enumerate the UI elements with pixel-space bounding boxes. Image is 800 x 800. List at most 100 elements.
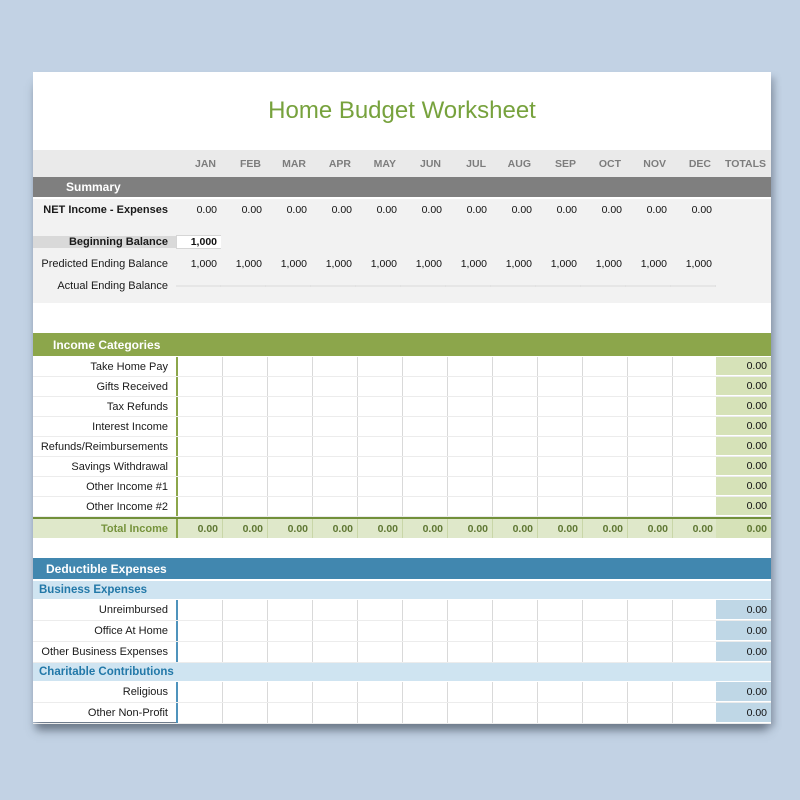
- income-month-cell[interactable]: [583, 397, 628, 416]
- income-total-cell[interactable]: 0.00: [716, 417, 771, 436]
- expense-month-cell[interactable]: [403, 600, 448, 620]
- actual-balance-cell[interactable]: [671, 285, 716, 287]
- net-income-cell[interactable]: 0.00: [556, 204, 577, 216]
- expense-month-cell[interactable]: [493, 682, 538, 702]
- income-month-cell[interactable]: [538, 437, 583, 456]
- actual-balance-cell[interactable]: [536, 285, 581, 287]
- expense-month-cell[interactable]: [673, 642, 718, 662]
- expense-month-cell[interactable]: [583, 621, 628, 641]
- expense-month-cell[interactable]: [448, 682, 493, 702]
- income-month-cell[interactable]: [493, 457, 538, 476]
- predicted-balance-cell[interactable]: 1,000: [370, 258, 397, 270]
- income-month-cell[interactable]: [628, 497, 673, 516]
- expense-month-cell[interactable]: [448, 703, 493, 723]
- expense-month-cell[interactable]: [448, 621, 493, 641]
- expense-month-cell[interactable]: [493, 703, 538, 723]
- income-month-cell[interactable]: [448, 397, 493, 416]
- expense-month-cell[interactable]: [358, 703, 403, 723]
- expense-month-cell[interactable]: [403, 642, 448, 662]
- income-month-cell[interactable]: [178, 437, 223, 456]
- income-month-cell[interactable]: [403, 477, 448, 496]
- expense-month-cell[interactable]: [358, 682, 403, 702]
- income-month-cell[interactable]: [538, 457, 583, 476]
- income-month-cell[interactable]: [628, 377, 673, 396]
- expense-month-cell[interactable]: [223, 621, 268, 641]
- actual-balance-cell[interactable]: [311, 285, 356, 287]
- expense-month-cell[interactable]: [223, 642, 268, 662]
- income-total-cell[interactable]: 0.00: [716, 477, 771, 496]
- income-month-cell[interactable]: [628, 437, 673, 456]
- net-income-cell[interactable]: 0.00: [601, 204, 622, 216]
- expense-month-cell[interactable]: [583, 600, 628, 620]
- expense-month-cell[interactable]: [403, 682, 448, 702]
- income-month-cell[interactable]: [628, 397, 673, 416]
- expense-month-cell[interactable]: [628, 682, 673, 702]
- income-month-cell[interactable]: [223, 417, 268, 436]
- expense-month-cell[interactable]: [358, 621, 403, 641]
- income-month-cell[interactable]: [628, 457, 673, 476]
- expense-month-cell[interactable]: [223, 703, 268, 723]
- expense-month-cell[interactable]: [313, 642, 358, 662]
- income-month-cell[interactable]: [538, 497, 583, 516]
- predicted-balance-cell[interactable]: 1,000: [415, 258, 442, 270]
- income-month-cell[interactable]: [448, 477, 493, 496]
- income-month-cell[interactable]: [673, 357, 718, 376]
- income-month-cell[interactable]: [538, 357, 583, 376]
- income-total-cell[interactable]: 0.00: [716, 437, 771, 456]
- expense-month-cell[interactable]: [673, 600, 718, 620]
- income-month-cell[interactable]: [313, 457, 358, 476]
- income-month-cell[interactable]: [403, 457, 448, 476]
- expense-total-cell[interactable]: 0.00: [716, 642, 771, 662]
- income-month-cell[interactable]: [358, 417, 403, 436]
- income-month-cell[interactable]: [493, 417, 538, 436]
- income-month-cell[interactable]: [178, 457, 223, 476]
- income-month-cell[interactable]: [448, 357, 493, 376]
- predicted-balance-cell[interactable]: 1,000: [685, 258, 712, 270]
- predicted-balance-cell[interactable]: 1,000: [595, 258, 622, 270]
- expense-month-cell[interactable]: [403, 621, 448, 641]
- income-month-cell[interactable]: [403, 437, 448, 456]
- expense-month-cell[interactable]: [403, 703, 448, 723]
- income-month-cell[interactable]: [673, 377, 718, 396]
- income-month-cell[interactable]: [493, 397, 538, 416]
- actual-balance-cell[interactable]: [491, 285, 536, 287]
- income-month-cell[interactable]: [673, 417, 718, 436]
- income-month-cell[interactable]: [358, 397, 403, 416]
- income-month-cell[interactable]: [448, 377, 493, 396]
- net-income-cell[interactable]: 0.00: [196, 204, 217, 216]
- expense-month-cell[interactable]: [178, 703, 223, 723]
- expense-month-cell[interactable]: [583, 682, 628, 702]
- actual-balance-cell[interactable]: [356, 285, 401, 287]
- income-month-cell[interactable]: [178, 477, 223, 496]
- income-month-cell[interactable]: [178, 377, 223, 396]
- expense-month-cell[interactable]: [673, 682, 718, 702]
- expense-month-cell[interactable]: [178, 682, 223, 702]
- income-month-cell[interactable]: [448, 437, 493, 456]
- income-month-cell[interactable]: [223, 457, 268, 476]
- expense-month-cell[interactable]: [358, 642, 403, 662]
- income-month-cell[interactable]: [583, 457, 628, 476]
- expense-month-cell[interactable]: [448, 642, 493, 662]
- income-month-cell[interactable]: [223, 477, 268, 496]
- predicted-balance-cell[interactable]: 1,000: [505, 258, 532, 270]
- income-month-cell[interactable]: [403, 397, 448, 416]
- income-month-cell[interactable]: [583, 437, 628, 456]
- actual-balance-cell[interactable]: [446, 285, 491, 287]
- income-month-cell[interactable]: [673, 397, 718, 416]
- predicted-balance-cell[interactable]: 1,000: [235, 258, 262, 270]
- income-month-cell[interactable]: [313, 437, 358, 456]
- income-month-cell[interactable]: [178, 397, 223, 416]
- expense-month-cell[interactable]: [583, 642, 628, 662]
- income-month-cell[interactable]: [358, 357, 403, 376]
- income-month-cell[interactable]: [313, 477, 358, 496]
- predicted-balance-cell[interactable]: 1,000: [325, 258, 352, 270]
- income-month-cell[interactable]: [268, 457, 313, 476]
- actual-balance-cell[interactable]: [266, 285, 311, 287]
- expense-month-cell[interactable]: [493, 600, 538, 620]
- net-income-cell[interactable]: 0.00: [646, 204, 667, 216]
- income-month-cell[interactable]: [268, 397, 313, 416]
- income-month-cell[interactable]: [178, 417, 223, 436]
- income-month-cell[interactable]: [358, 377, 403, 396]
- expense-month-cell[interactable]: [178, 600, 223, 620]
- beginning-balance-jan-cell[interactable]: 1,000: [176, 235, 221, 249]
